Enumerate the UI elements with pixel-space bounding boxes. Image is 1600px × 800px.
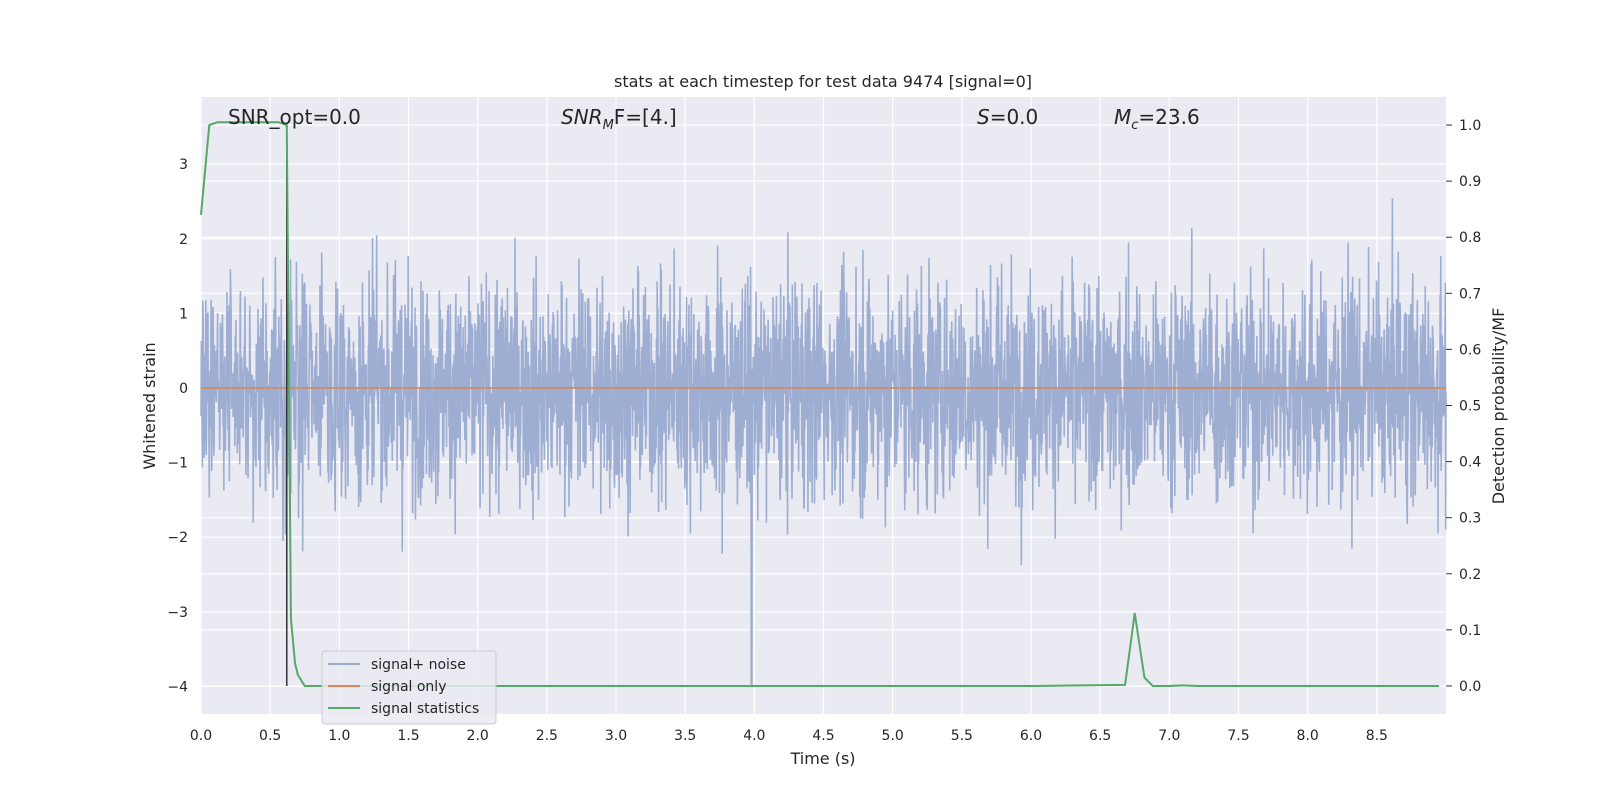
x-tick-label: 5.5 [951, 728, 973, 744]
y-right-tick-label: 0.8 [1459, 230, 1481, 246]
x-tick-label: 8.0 [1297, 728, 1319, 744]
series-lines [200, 121, 1446, 687]
x-tick-label: 1.5 [397, 728, 419, 744]
x-axis-label: Time (s) [789, 749, 855, 768]
annotation-snr-mf: SNRMF=[4.] [561, 105, 677, 133]
annotation-snr-opt: SNR_opt=0.0 [228, 105, 361, 129]
y-left-tick-label: −4 [167, 679, 188, 695]
chart-title: stats at each timestep for test data 947… [614, 72, 1032, 91]
legend: signal+ noise signal only signal statist… [321, 650, 497, 725]
y-right-tick-label: 0.9 [1459, 174, 1481, 190]
y-left-tick-label: 1 [179, 306, 188, 322]
annotation-s: S=0.0 [977, 105, 1038, 129]
y-right-tick-label: 1.0 [1459, 118, 1481, 134]
y-right-tick-label: 0.1 [1459, 623, 1481, 639]
y-right-tick-label: 0.2 [1459, 567, 1481, 583]
legend-label-signal: signal only [371, 679, 446, 695]
x-tick-label: 0.5 [259, 728, 281, 744]
legend-label-statistics: signal statistics [371, 701, 479, 717]
ticks: 0.0 0.5 1.0 1.5 2.0 2.5 3.0 3.5 4.0 4.5 5.0 5.5 6.0 6… [167, 118, 1481, 744]
x-tick-label: 4.5 [812, 728, 834, 744]
x-tick-label: 7.5 [1227, 728, 1249, 744]
y-left-tick-label: 2 [179, 232, 188, 248]
annotation-mc: Mc=23.6 [1114, 105, 1200, 133]
series-signal-statistics [200, 121, 1440, 687]
y-right-tick-label: 0.3 [1459, 511, 1481, 527]
y-left-tick-label: −2 [167, 530, 188, 546]
x-tick-label: 6.5 [1089, 728, 1111, 744]
x-tick-label: 5.0 [882, 728, 904, 744]
x-tick-label: 1.0 [328, 728, 350, 744]
y-left-tick-label: −1 [167, 456, 188, 472]
y-right-tick-label: 0.4 [1459, 455, 1481, 471]
x-tick-label: 2.0 [467, 728, 489, 744]
y-right-tick-label: 0.6 [1459, 342, 1481, 358]
y-right-tick-label: 0.0 [1459, 679, 1481, 695]
x-tick-label: 3.0 [605, 728, 627, 744]
y-right-tick-label: 0.7 [1459, 286, 1481, 302]
y-right-tick-label: 0.5 [1459, 399, 1481, 415]
series-signal-plus-noise [200, 198, 1447, 688]
x-tick-label: 2.5 [536, 728, 558, 744]
y-axis-label-left: Whitened strain [140, 342, 159, 469]
x-tick-label: 0.0 [190, 728, 212, 744]
x-tick-label: 6.0 [1020, 728, 1042, 744]
x-tick-label: 3.5 [674, 728, 696, 744]
legend-box [321, 650, 497, 725]
y-left-tick-label: 3 [179, 157, 188, 173]
y-axis-label-right: Detection probability/MF [1489, 308, 1508, 505]
x-tick-label: 7.0 [1158, 728, 1180, 744]
x-tick-label: 4.0 [743, 728, 765, 744]
noise-trace [200, 198, 1447, 688]
x-tick-label: 8.5 [1366, 728, 1388, 744]
y-left-tick-label: 0 [179, 381, 188, 397]
y-left-tick-label: −3 [167, 605, 188, 621]
legend-label-noise: signal+ noise [371, 657, 466, 673]
